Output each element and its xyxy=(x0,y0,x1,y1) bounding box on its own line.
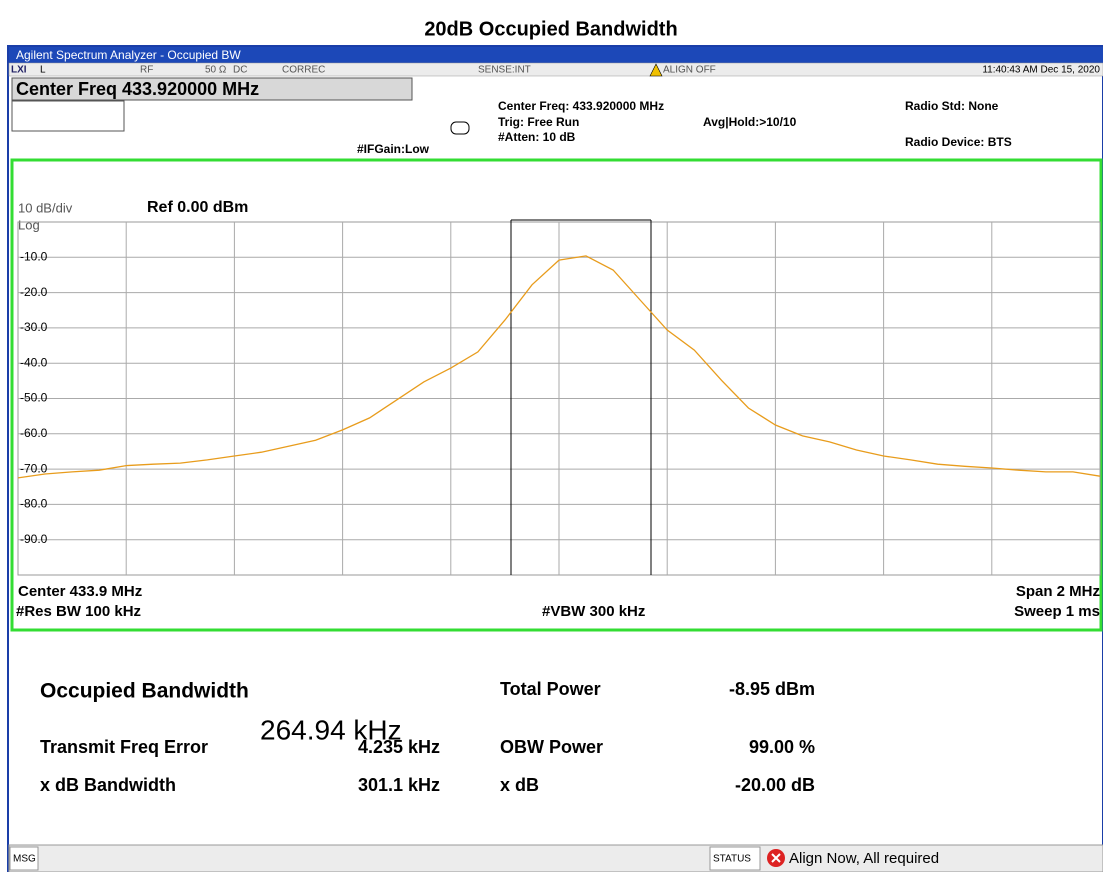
page-title: 20dB Occupied Bandwidth xyxy=(424,18,677,40)
xdb-value: -20.00 dB xyxy=(735,775,815,795)
obw-power-value: 99.00 % xyxy=(749,737,815,757)
total-power-label: Total Power xyxy=(500,679,601,699)
msg: MSG xyxy=(13,854,36,865)
xdb-bw-value: 301.1 kHz xyxy=(358,775,440,795)
sense: SENSE:INT xyxy=(478,65,531,76)
obw-label: Occupied Bandwidth xyxy=(40,680,249,703)
y-tick-label: -90.0 xyxy=(20,532,48,546)
align: ALIGN OFF xyxy=(663,65,716,76)
xdb-label: x dB xyxy=(500,775,539,795)
radio-device: Radio Device: BTS xyxy=(905,135,1012,149)
y-tick-label: -70.0 xyxy=(20,461,48,475)
xdb-bw-label: x dB Bandwidth xyxy=(40,775,176,795)
plot-frame xyxy=(10,158,1103,632)
y-tick-label: -30.0 xyxy=(20,320,48,334)
scale-type: Log xyxy=(18,217,40,232)
status-box xyxy=(709,846,761,871)
y-tick-label: -50.0 xyxy=(20,391,48,405)
title-bar xyxy=(9,47,1103,63)
trigger: Trig: Free Run xyxy=(498,115,579,129)
total-power-value: -8.95 dBm xyxy=(729,679,815,699)
lxi-icon: LXI xyxy=(11,65,27,76)
freq-error-label: Transmit Freq Error xyxy=(40,737,208,757)
obw-power-label: OBW Power xyxy=(500,737,603,757)
status-text: Align Now, All required xyxy=(789,850,939,867)
msg-box xyxy=(9,846,39,871)
trace xyxy=(17,255,1101,479)
footer-sweep: Sweep 1 ms xyxy=(1014,603,1100,620)
status-row xyxy=(8,62,1103,77)
center-freq-box[interactable] xyxy=(11,77,413,101)
if-gain: #IFGain:Low xyxy=(357,142,430,156)
message-bar xyxy=(8,844,1103,872)
footer-span: Span 2 MHz xyxy=(1016,583,1100,600)
window-title: Agilent Spectrum Analyzer - Occupied BW xyxy=(16,48,241,62)
warning-icon xyxy=(649,63,663,77)
scale: 10 dB/div xyxy=(18,200,73,215)
y-tick-label: -60.0 xyxy=(20,426,48,440)
radio-std: Radio Std: None xyxy=(905,99,999,113)
obw-value: 264.94 kHz xyxy=(260,714,402,745)
center-freq: Center Freq: 433.920000 MHz xyxy=(498,99,664,113)
entry-box[interactable] xyxy=(11,100,125,132)
footer-res-bw: #Res BW 100 kHz xyxy=(16,603,141,620)
plot: -10.0 -20.0 -30.0 -40.0 -50.0 -60.0 -70.0 -80.0… xyxy=(17,219,1101,576)
coupling: DC xyxy=(233,65,247,76)
rf: RF xyxy=(140,65,153,76)
status: STATUS xyxy=(713,854,751,865)
y-tick-label: -10.0 xyxy=(20,249,48,263)
center-freq-box-text: Center Freq 433.920000 MHz xyxy=(16,79,259,99)
ref-level: Ref 0.00 dBm xyxy=(147,199,248,216)
avg-hold: Avg|Hold:>10/10 xyxy=(703,115,797,129)
footer-vbw: #VBW 300 kHz xyxy=(542,603,645,620)
freq-error-value: 4.235 kHz xyxy=(358,737,440,757)
y-tick-label: -80.0 xyxy=(20,497,48,511)
correction: CORREC xyxy=(282,65,325,76)
y-tick-label: -40.0 xyxy=(20,355,48,369)
footer-center: Center 433.9 MHz xyxy=(18,583,142,600)
input: L xyxy=(40,65,46,76)
error-icon-cross xyxy=(771,853,781,863)
attenuation: #Atten: 10 dB xyxy=(498,130,576,144)
y-tick-label: -20.0 xyxy=(20,285,48,299)
datetime: 11:40:43 AM Dec 15, 2020 xyxy=(982,65,1100,76)
loop-icon xyxy=(450,121,470,135)
impedance: 50 Ω xyxy=(205,65,227,76)
